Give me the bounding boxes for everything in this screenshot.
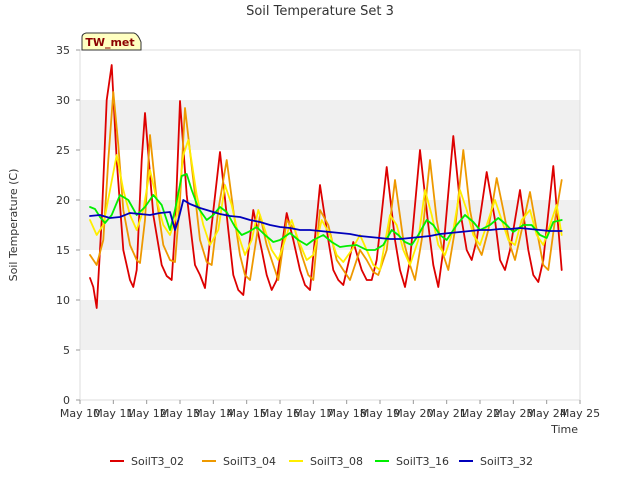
series-layer bbox=[89, 64, 563, 309]
y-tick-label: 30 bbox=[56, 94, 70, 107]
legend-label: SoilT3_04 bbox=[223, 455, 276, 468]
x-tick-label: May 14 bbox=[193, 407, 233, 420]
grid-band bbox=[80, 100, 580, 150]
chart-title: Soil Temperature Set 3 bbox=[246, 4, 394, 19]
x-tick-label: May 16 bbox=[260, 407, 300, 420]
x-tick-label: May 25 bbox=[560, 407, 600, 420]
legend-label: SoilT3_02 bbox=[131, 455, 184, 468]
legend-label: SoilT3_16 bbox=[396, 455, 449, 468]
x-tick-label: May 10 bbox=[60, 407, 100, 420]
x-tick-label: May 18 bbox=[327, 407, 367, 420]
y-tick-label: 35 bbox=[56, 44, 70, 57]
y-tick-label: 15 bbox=[56, 244, 70, 257]
x-tick-label: May 20 bbox=[393, 407, 433, 420]
legend-label: SoilT3_08 bbox=[310, 455, 363, 468]
y-tick-label: 0 bbox=[63, 394, 70, 407]
y-tick-label: 10 bbox=[56, 294, 70, 307]
series-line-soilt3-32 bbox=[89, 199, 563, 240]
y-tick-label: 25 bbox=[56, 144, 70, 157]
x-tick-label: May 17 bbox=[293, 407, 333, 420]
x-tick-label: May 23 bbox=[493, 407, 533, 420]
x-tick-label: May 12 bbox=[127, 407, 167, 420]
badge-label: TW_met bbox=[85, 36, 134, 49]
legend: SoilT3_02 SoilT3_04 SoilT3_08 SoilT3_16 Soil… bbox=[110, 455, 533, 468]
badge-shape bbox=[81, 32, 142, 51]
series-line-soilt3-08 bbox=[89, 139, 563, 271]
x-tick-label: May 15 bbox=[227, 407, 267, 420]
y-tick-label: 20 bbox=[56, 194, 70, 207]
y-axis-label: Soil Temperature (C) bbox=[7, 169, 20, 282]
x-tick-label: May 21 bbox=[427, 407, 467, 420]
legend-label: SoilT3_32 bbox=[480, 455, 533, 468]
x-axis-label: Time bbox=[550, 423, 578, 436]
plot-frame bbox=[79, 49, 581, 401]
y-axis: 0 5 10 15 20 25 30 35 bbox=[56, 44, 80, 407]
station-badge: TW_met bbox=[81, 32, 142, 51]
x-tick-label: May 22 bbox=[460, 407, 500, 420]
y-tick-label: 5 bbox=[63, 344, 70, 357]
x-tick-label: May 11 bbox=[93, 407, 133, 420]
x-tick-label: May 24 bbox=[527, 407, 567, 420]
grid-band bbox=[80, 300, 580, 350]
x-tick-label: May 19 bbox=[360, 407, 400, 420]
x-tick-label: May 13 bbox=[160, 407, 200, 420]
